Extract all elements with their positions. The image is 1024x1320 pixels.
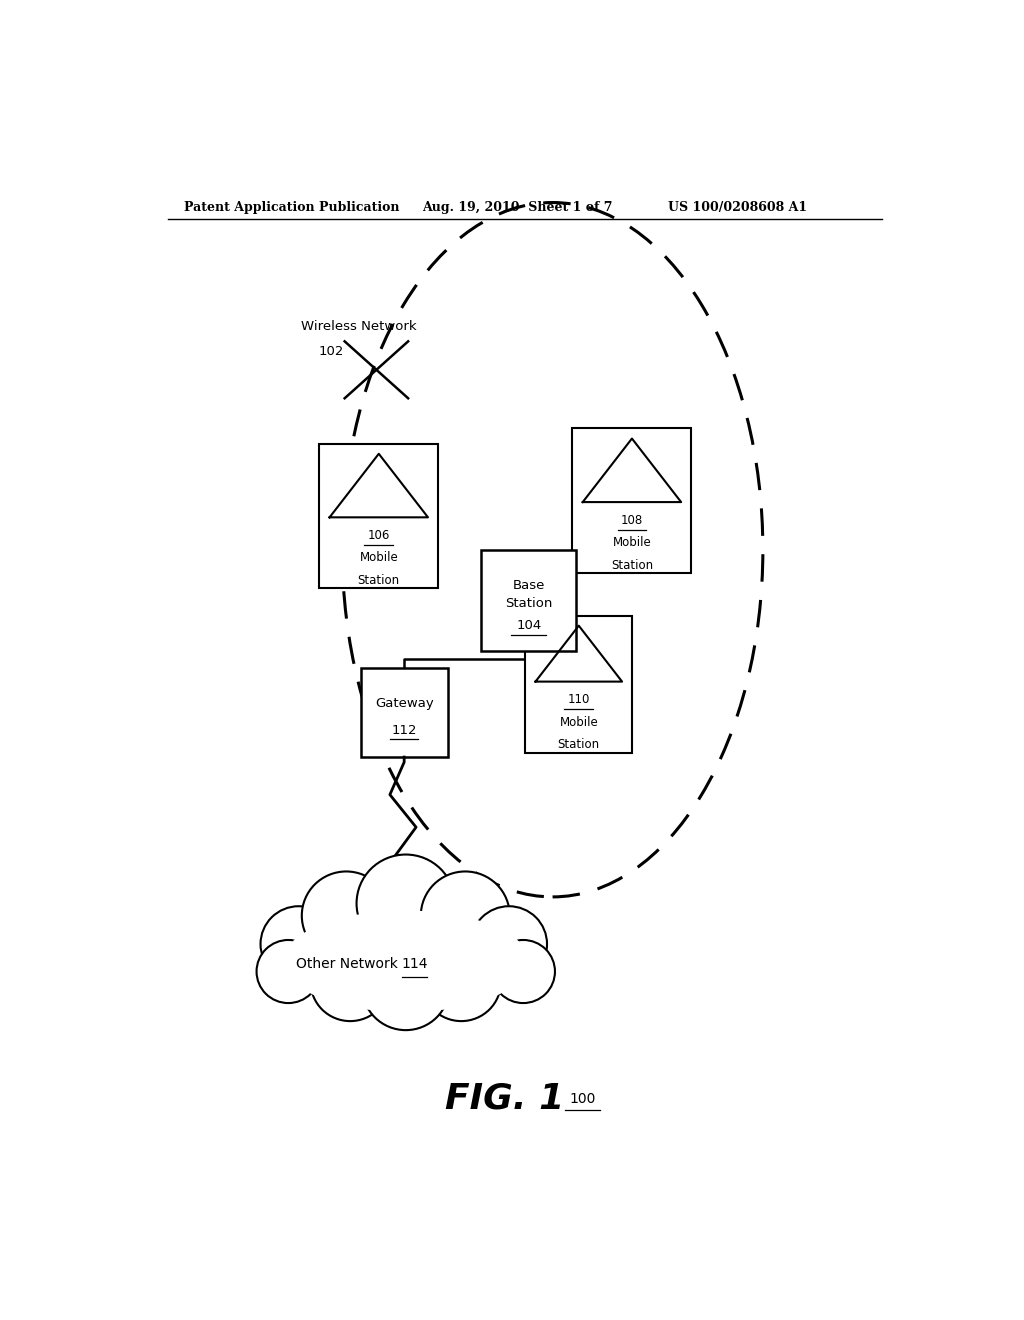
Ellipse shape	[310, 942, 390, 1022]
Text: 100: 100	[569, 1092, 596, 1106]
Text: 108: 108	[621, 513, 643, 527]
Text: 104: 104	[516, 619, 542, 632]
Ellipse shape	[422, 942, 501, 1022]
Ellipse shape	[471, 907, 547, 982]
Ellipse shape	[260, 907, 337, 982]
Bar	[481, 549, 577, 651]
Bar	[319, 444, 438, 589]
Ellipse shape	[492, 940, 555, 1003]
Bar	[525, 615, 633, 752]
Text: Patent Application Publication: Patent Application Publication	[183, 201, 399, 214]
Text: 106: 106	[368, 529, 390, 543]
Ellipse shape	[257, 940, 321, 1003]
Text: 114: 114	[401, 957, 428, 972]
Bar	[360, 668, 447, 758]
Text: Other Network: Other Network	[296, 957, 401, 972]
Ellipse shape	[421, 871, 510, 960]
Text: Mobile: Mobile	[612, 536, 651, 549]
Ellipse shape	[362, 944, 450, 1030]
Text: Station: Station	[357, 574, 399, 587]
Text: Mobile: Mobile	[359, 552, 398, 565]
Text: Station: Station	[505, 597, 553, 610]
Text: Aug. 19, 2010  Sheet 1 of 7: Aug. 19, 2010 Sheet 1 of 7	[422, 201, 612, 214]
Text: Wireless Network: Wireless Network	[301, 319, 417, 333]
Text: Base: Base	[513, 578, 545, 591]
Bar	[572, 429, 691, 573]
Text: US 100/0208608 A1: US 100/0208608 A1	[668, 201, 807, 214]
Text: Station: Station	[558, 738, 600, 751]
Text: 102: 102	[318, 345, 344, 358]
Ellipse shape	[302, 871, 391, 960]
Ellipse shape	[270, 900, 541, 1022]
Text: FIG. 1: FIG. 1	[445, 1081, 564, 1115]
Text: Station: Station	[611, 558, 653, 572]
Ellipse shape	[283, 911, 528, 1012]
Text: 112: 112	[391, 723, 417, 737]
Text: Gateway: Gateway	[375, 697, 433, 710]
Ellipse shape	[356, 854, 455, 952]
Text: 110: 110	[567, 693, 590, 706]
Text: Mobile: Mobile	[559, 715, 598, 729]
